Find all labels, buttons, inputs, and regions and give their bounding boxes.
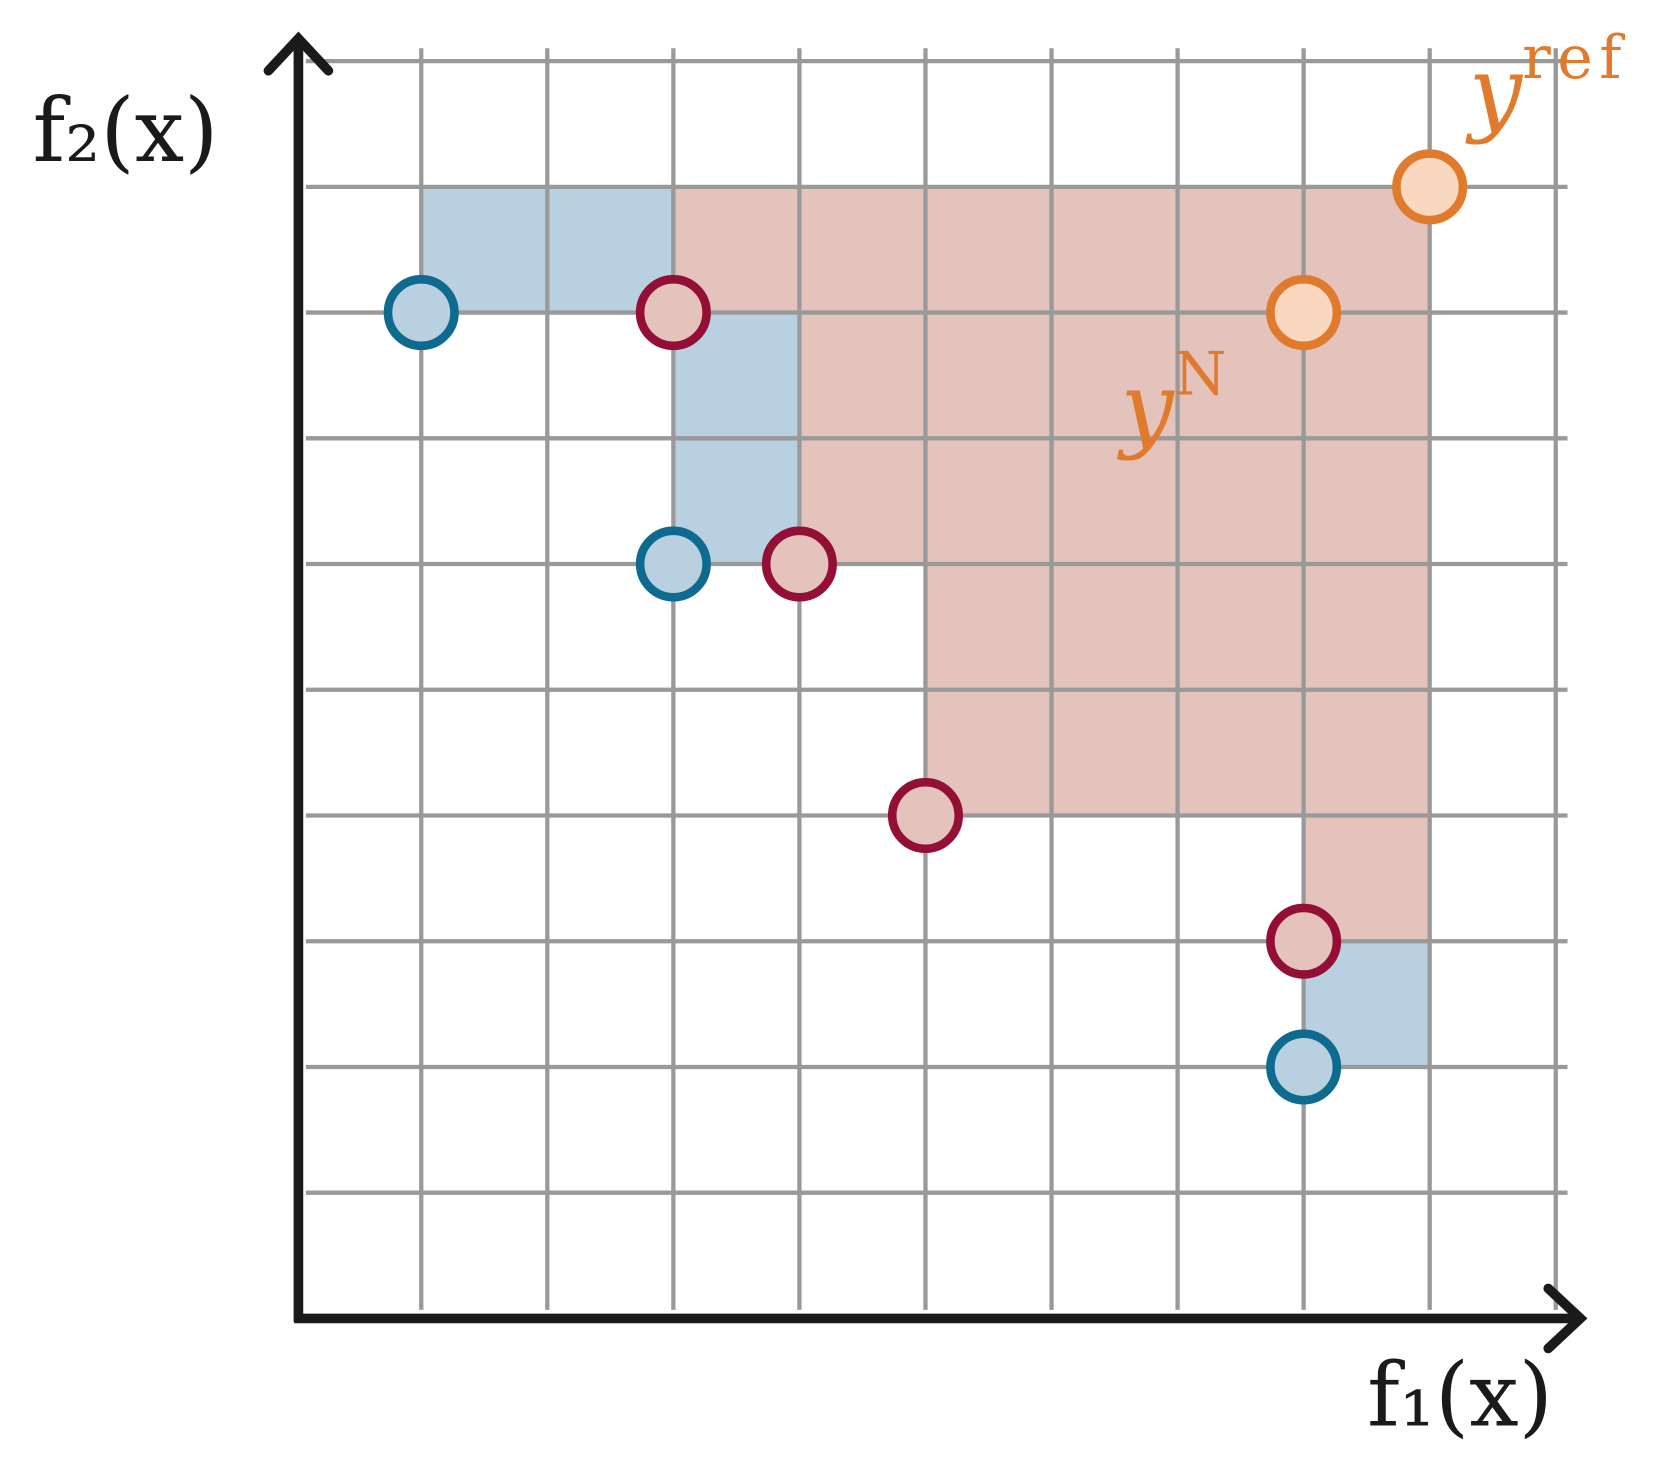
reference-label-base: y — [1465, 36, 1524, 146]
nadir-label: yN — [1117, 339, 1233, 462]
point — [761, 526, 837, 602]
y-axis-arrow — [263, 31, 334, 76]
reference-point — [1392, 149, 1468, 225]
axes: f₂(x) f₁(x) — [33, 31, 1588, 1447]
reference-label: yref — [1465, 23, 1628, 146]
y-axis-label: f₂(x) — [33, 79, 219, 182]
point — [1266, 275, 1342, 351]
point — [383, 275, 459, 351]
point — [635, 275, 711, 351]
nadir-label-sup: N — [1174, 339, 1233, 409]
nadir-label-base: y — [1117, 352, 1176, 462]
point — [635, 526, 711, 602]
point — [1266, 903, 1342, 979]
point — [1266, 1029, 1342, 1105]
x-axis-arrow — [1543, 1283, 1588, 1354]
point — [887, 777, 963, 854]
reference-label-sup: ref — [1522, 23, 1628, 93]
x-axis-label: f₁(x) — [1367, 1344, 1553, 1447]
